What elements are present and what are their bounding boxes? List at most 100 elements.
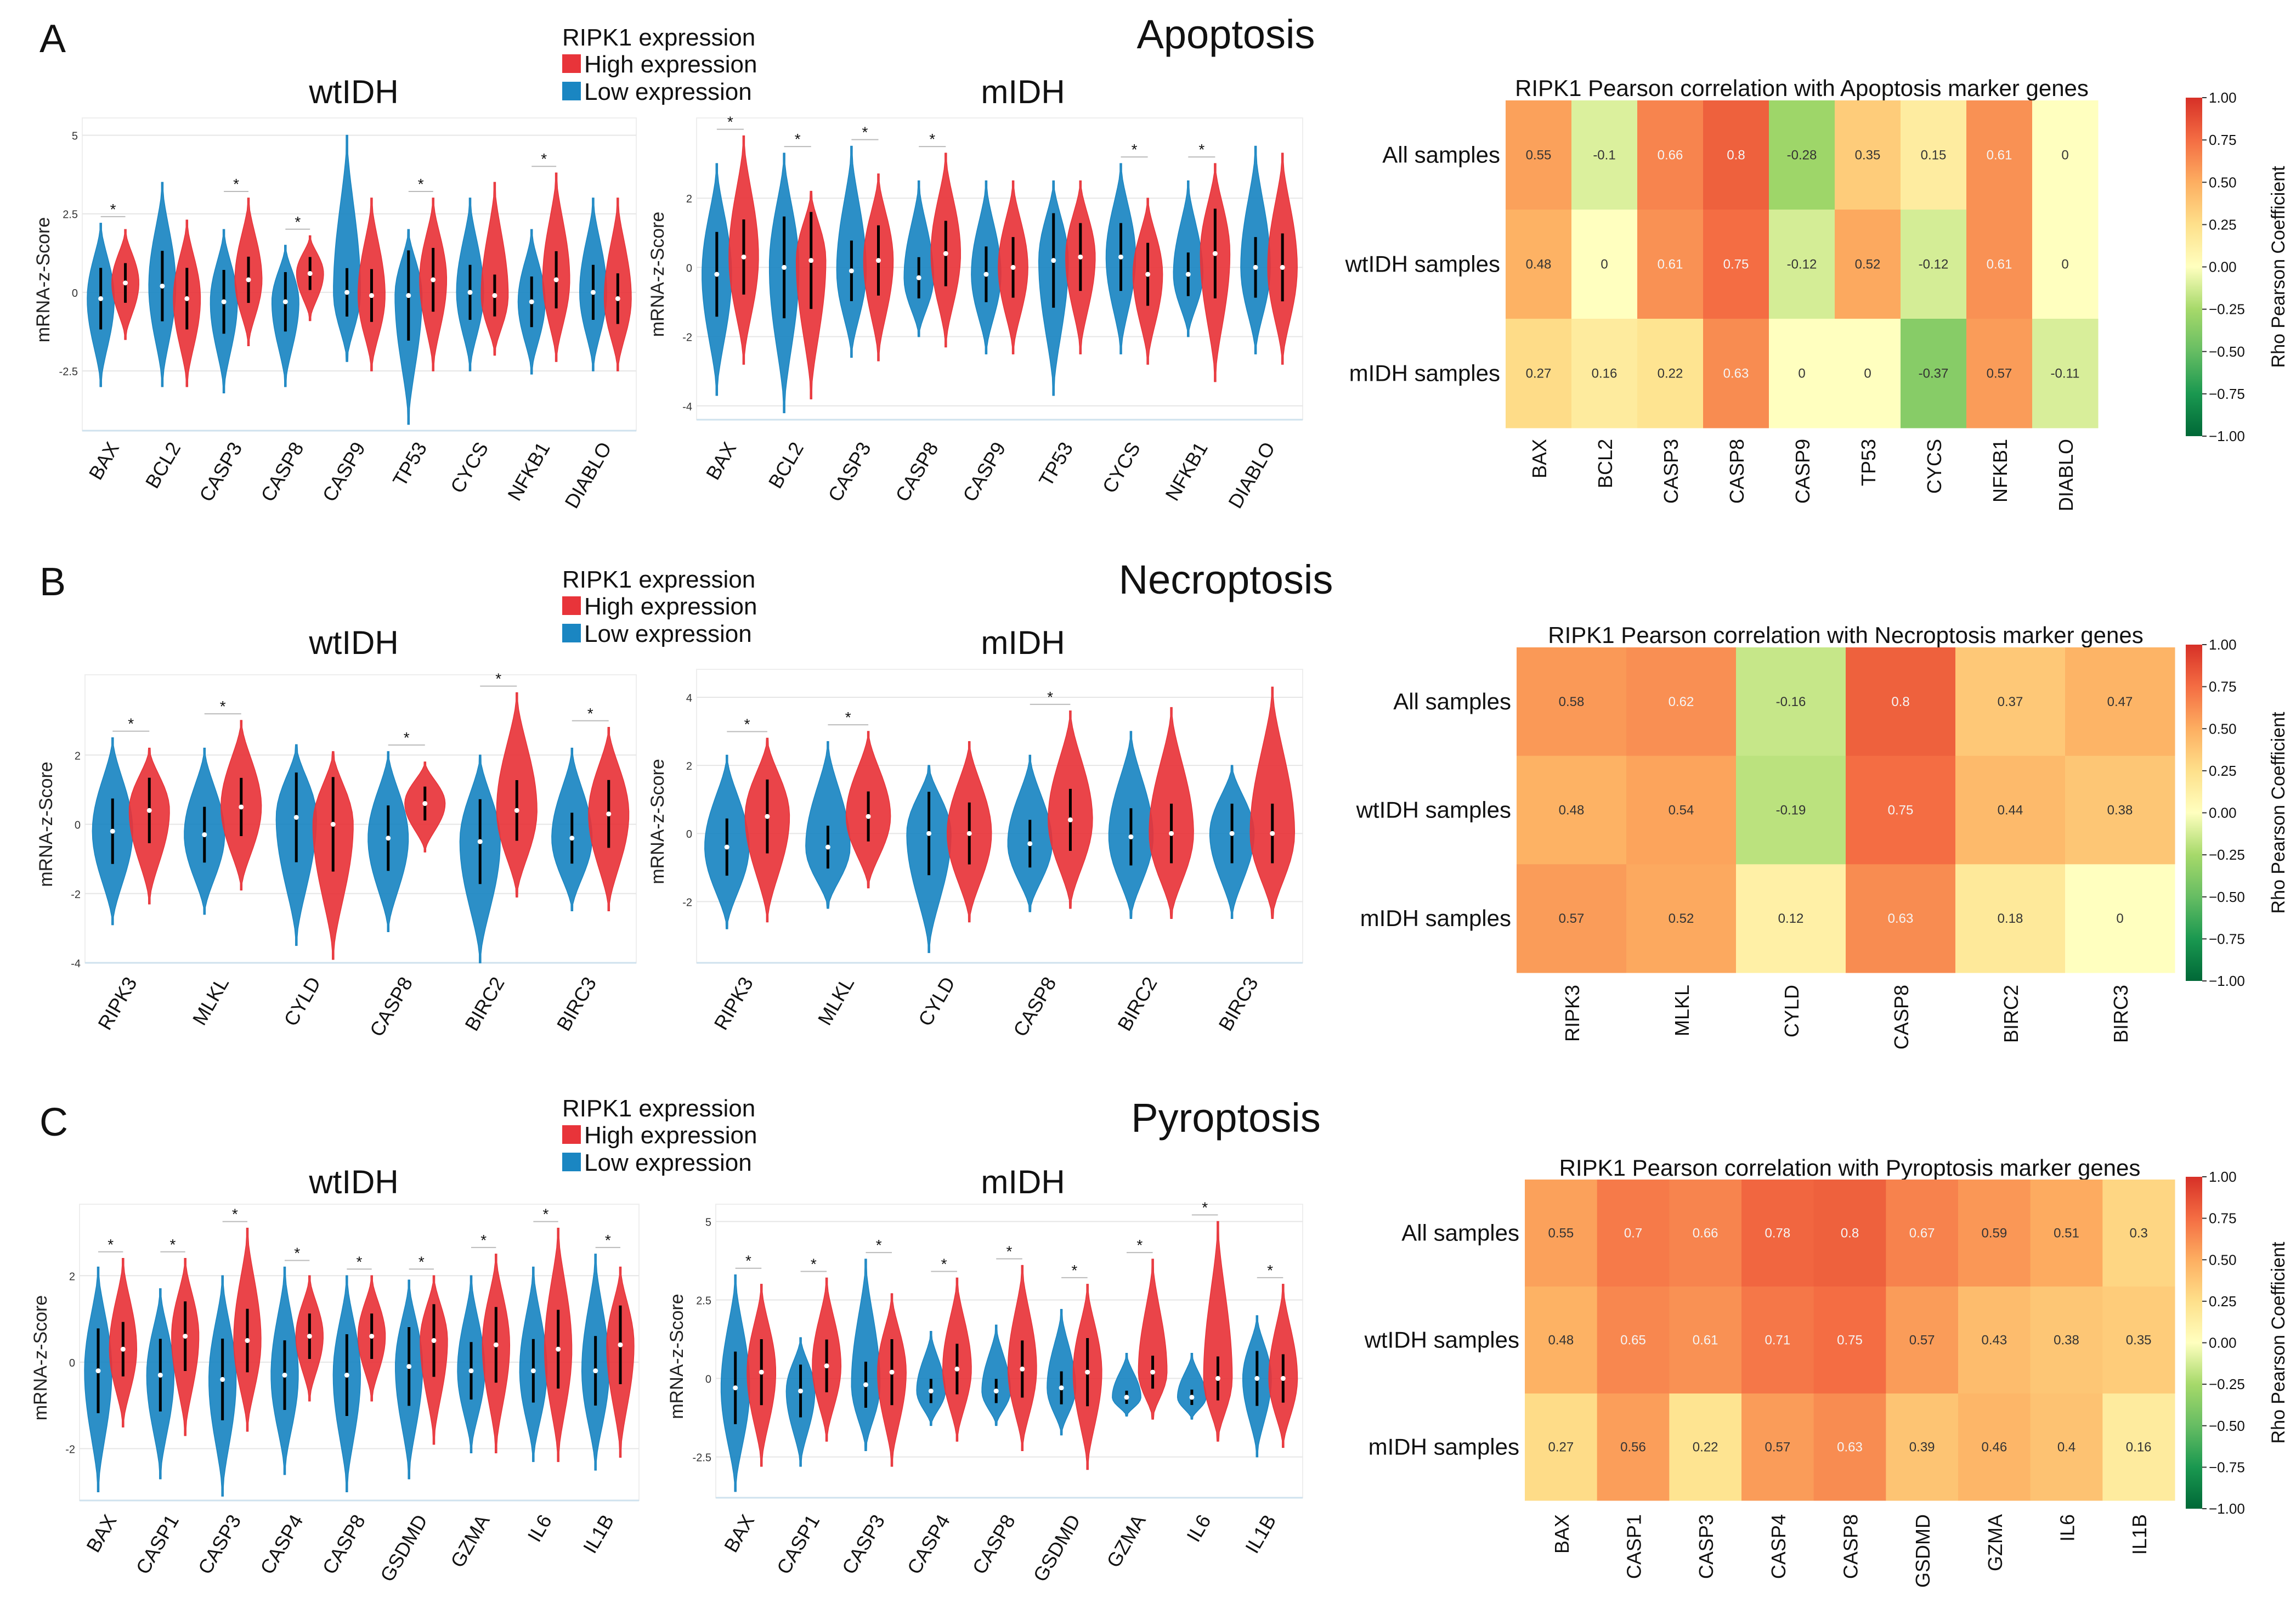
heatmap-value: 0.48	[1559, 803, 1585, 818]
violin-median-low	[1189, 1395, 1195, 1400]
violin-median-low	[1051, 258, 1056, 263]
y-tick-label: -2.5	[59, 366, 78, 378]
y-tick-label: 2	[69, 1271, 75, 1283]
plot-area	[696, 669, 1303, 963]
y-tick-label: -2	[71, 889, 81, 901]
x-tick-label: CASP4	[256, 1511, 308, 1578]
heatmap-value: 0	[1798, 366, 1805, 381]
heatmap-value: 0.71	[1765, 1333, 1790, 1348]
legend-title: RIPK1 expression	[562, 1095, 755, 1122]
violin-median-low	[983, 272, 989, 277]
violin-median-low	[98, 296, 104, 301]
x-tick-label: CASP4	[903, 1511, 955, 1578]
x-tick-label: MLKL	[188, 973, 234, 1029]
violin-median-low	[406, 1364, 412, 1369]
heatmap-value: 0.8	[1891, 695, 1909, 709]
significance-star: *	[419, 1253, 425, 1270]
heatmap-value: 0.75	[1888, 803, 1914, 818]
colorbar-tick-label: 0.25	[2209, 1293, 2237, 1310]
significance-star: *	[745, 1252, 751, 1270]
heatmap-value: 0.58	[1559, 695, 1585, 709]
significance-star: *	[1132, 141, 1138, 158]
heatmap-cell	[1669, 1180, 1742, 1287]
y-tick-label: -2	[682, 332, 692, 344]
colorbar-tick-label: −1.00	[2209, 973, 2245, 989]
heatmap-value: 0	[1601, 257, 1608, 272]
heatmap-cell	[1966, 210, 2033, 319]
heatmap-value: -0.12	[1919, 257, 1949, 272]
heatmap-value: 0.55	[1548, 1226, 1574, 1241]
heatmap-value: 0.38	[2107, 803, 2133, 818]
colorbar-tick-label: −0.25	[2209, 847, 2245, 863]
y-tick-label: 2.5	[696, 1295, 711, 1307]
colorbar-tick-label: 1.00	[2209, 89, 2237, 106]
violin-median-high	[1169, 831, 1174, 836]
heatmap-row-label: wtIDH samples	[1356, 797, 1511, 823]
significance-star: *	[233, 176, 239, 193]
x-tick-label: CYCS	[1098, 438, 1145, 497]
heatmap-value: 0.75	[1723, 257, 1749, 272]
violin-median-low	[344, 1373, 349, 1378]
significance-star: *	[357, 1253, 363, 1270]
colorbar-tick-label: −1.00	[2209, 428, 2245, 444]
significance-star: *	[876, 1237, 882, 1254]
heatmap-value: -0.37	[1919, 366, 1949, 381]
violin-pyroptosis-midh: 5 2.5 0 -2.5 mIDH mRNA-z-Score * BAX * CASP1 * CASP…	[666, 1164, 1303, 1586]
heatmap-cell	[1769, 100, 1835, 210]
violin-median-low	[160, 283, 165, 289]
violin-necroptosis-wtidh: 2 0 -2 -4 wtIDH mRNA-z-Score * RIPK3 * MLKL CYLD * C…	[36, 624, 637, 1040]
heatmap-col-label: MLKL	[1671, 985, 1693, 1036]
heatmap-value: 0.27	[1548, 1440, 1574, 1455]
violin-median-high	[330, 822, 336, 827]
x-tick-label: CASP8	[1009, 973, 1061, 1041]
significance-star: *	[128, 715, 134, 732]
colorbar-tick-label: 0.25	[2209, 216, 2237, 233]
x-tick-label: CASP8	[891, 438, 943, 506]
violin-median-low	[1128, 834, 1134, 839]
heatmap-cell	[1955, 755, 2066, 865]
heatmap-cell	[2102, 1393, 2175, 1501]
violin-median-low	[282, 299, 288, 304]
heatmap-cell	[1846, 864, 1956, 973]
heatmap-cell	[1958, 1287, 2031, 1394]
heatmap-cell	[1703, 319, 1769, 428]
x-tick-label: CASP9	[318, 438, 370, 506]
violin-median-low	[714, 272, 720, 277]
violin-high	[1138, 1259, 1168, 1420]
heatmap-value: 0.43	[1981, 1333, 2007, 1348]
heatmap-row-label: wtIDH samples	[1364, 1327, 1519, 1353]
heatmap-cell	[2030, 1180, 2103, 1287]
heatmap-cell	[1846, 647, 1956, 757]
colorbar	[2186, 98, 2202, 436]
violin-median-high	[954, 1366, 960, 1372]
violin-median-low	[1027, 841, 1033, 847]
heatmap-value: 0.22	[1658, 366, 1683, 381]
violin-median-low	[386, 836, 391, 841]
heatmap-cell	[1626, 864, 1737, 973]
y-axis-label: mRNA-z-Score	[36, 761, 56, 887]
x-tick-label: BIRC2	[460, 973, 509, 1035]
x-tick-label: IL1B	[1241, 1511, 1281, 1558]
violin-high	[1203, 1221, 1233, 1442]
significance-star: *	[480, 1232, 487, 1249]
x-tick-label: CYCS	[446, 438, 493, 497]
heatmap-value: 0.61	[1658, 257, 1683, 272]
significance-star: *	[744, 715, 750, 732]
heatmap-col-label: NFKB1	[1989, 439, 2011, 503]
heatmap-row-label: wtIDH samples	[1345, 251, 1500, 277]
heatmap-value: 0.15	[1921, 148, 1947, 163]
heatmap-cell	[1886, 1287, 1959, 1394]
heatmap-col-label: CASP4	[1767, 1514, 1790, 1579]
heatmap-cell	[1637, 319, 1704, 428]
heatmap-cell	[1958, 1180, 2031, 1287]
violin-necroptosis-midh: 4 2 0 -2 mIDH mRNA-z-Score * RIPK3 * MLKL CYLD * CAS…	[647, 624, 1303, 1040]
colorbar-tick-label: 1.00	[2209, 636, 2237, 653]
violin-median-low	[724, 844, 729, 850]
heatmap-value: -0.19	[1776, 803, 1806, 818]
colorbar-tick-label: 0.00	[2209, 1335, 2237, 1351]
y-axis-label: mRNA-z-Score	[647, 759, 668, 884]
y-tick-label: 2.5	[63, 209, 78, 221]
violin-median-low	[1118, 254, 1123, 259]
heatmap-cell	[1901, 319, 1967, 428]
heatmap-pyroptosis: RIPK1 Pearson correlation with Pyroptosi…	[1364, 1155, 2289, 1588]
